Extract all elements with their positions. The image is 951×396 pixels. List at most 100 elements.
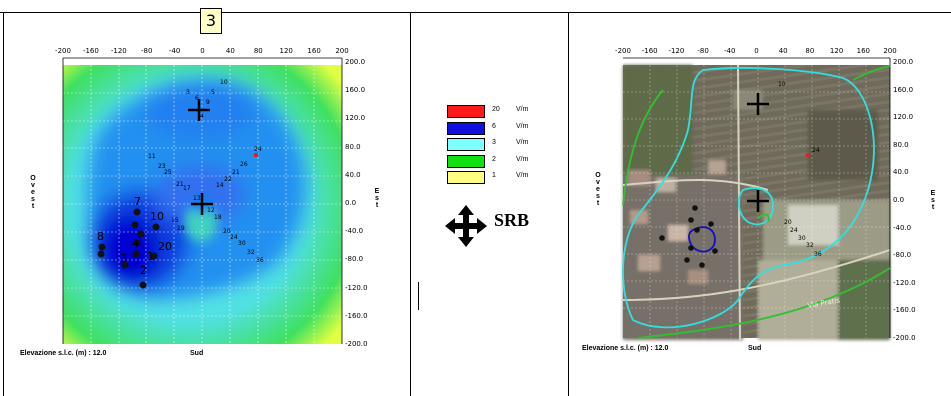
left-x-tick: -160 — [82, 47, 99, 55]
divider-right — [568, 12, 569, 396]
right-y-tick: -40.0 — [893, 223, 912, 232]
svg-text:6: 6 — [195, 95, 199, 102]
svg-text:24: 24 — [812, 147, 820, 154]
contour-cyan-inner — [737, 187, 774, 226]
svg-text:8: 8 — [97, 230, 104, 243]
right-y-tick: -160.0 — [893, 306, 916, 315]
svg-text:26: 26 — [240, 161, 248, 168]
legend-row: 2 V/m — [447, 154, 557, 169]
right-elevation-label: Elevazione s.l.c. (m) : 12.0 — [582, 345, 669, 352]
svg-text:21: 21 — [232, 169, 240, 176]
legend-swatch — [447, 105, 485, 118]
left-y-tick: 0.0 — [345, 199, 357, 207]
svg-text:5: 5 — [211, 89, 215, 96]
left-elevation-label: Elevazione s.l.c. (m) : 12.0 — [20, 350, 107, 357]
svg-text:18: 18 — [214, 214, 222, 221]
svg-text:11: 11 — [148, 153, 156, 160]
svg-text:17: 17 — [183, 185, 191, 192]
left-y-tick: 200.0 — [345, 58, 366, 66]
legend-unit: V/m — [516, 139, 529, 146]
right-x-tick: -120 — [668, 47, 685, 55]
left-x-tick: -200 — [55, 47, 71, 55]
right-west-label: Ovest — [595, 172, 601, 207]
left-x-tick: -120 — [110, 47, 127, 55]
left-west-label: Ovest — [30, 175, 36, 210]
right-y-tick: 40.0 — [893, 168, 909, 177]
contour-green-bottom — [637, 267, 891, 339]
four-way-arrow-icon — [445, 205, 487, 247]
left-x-tick: 80 — [253, 47, 263, 55]
right-y-tick: 160.0 — [893, 85, 914, 94]
svg-text:3: 3 — [120, 252, 127, 265]
svg-text:15: 15 — [171, 217, 179, 224]
legend-swatch — [447, 171, 485, 184]
left-y-tick: -160.0 — [345, 311, 368, 320]
left-x-tick: -40 — [168, 47, 181, 55]
svg-text:7: 7 — [134, 195, 141, 208]
left-y-tick: 80.0 — [345, 142, 361, 151]
svg-text:10: 10 — [778, 81, 786, 88]
left-east-label: Est — [374, 188, 380, 209]
right-x-tick: -40 — [724, 47, 736, 55]
contour-cyan-outer — [622, 67, 875, 329]
left-y-tick: 40.0 — [345, 170, 361, 179]
legend-unit: V/m — [516, 122, 529, 130]
left-x-tick: 40 — [225, 47, 235, 55]
svg-text:20: 20 — [223, 228, 231, 235]
svg-text:30: 30 — [238, 240, 246, 247]
svg-text:1: 1 — [147, 250, 154, 263]
svg-text:36: 36 — [814, 251, 822, 258]
svg-text:23: 23 — [158, 163, 166, 170]
right-x-tick: -160 — [641, 47, 658, 55]
svg-text:20: 20 — [158, 240, 172, 253]
right-x-tick: 40 — [778, 47, 788, 55]
top-border — [0, 12, 951, 13]
contour-green-left — [622, 89, 664, 206]
outer-left-border — [3, 12, 4, 396]
measurement-points — [97, 208, 160, 289]
svg-text:19: 19 — [177, 225, 185, 232]
svg-text:10: 10 — [220, 79, 228, 86]
axis-frame — [62, 57, 343, 344]
right-south-label: Sud — [748, 345, 762, 352]
legend-swatch — [447, 154, 485, 168]
svg-text:30: 30 — [798, 235, 806, 242]
legend-value: 20 — [492, 106, 500, 113]
left-y-tick: -80.0 — [345, 255, 364, 264]
legend-value: 1 — [492, 172, 496, 179]
red-hotspot — [254, 153, 258, 157]
axis-frame-right — [623, 57, 891, 338]
antenna-icon-center-right — [747, 190, 769, 212]
svg-text:20: 20 — [784, 219, 792, 226]
antenna-icon-top-right — [747, 93, 769, 115]
svg-text:32: 32 — [806, 242, 814, 249]
left-y-tick: 160.0 — [345, 86, 366, 95]
left-south-label: Sud — [190, 350, 204, 357]
legend-row: 3 V/m — [447, 138, 557, 152]
svg-text:21: 21 — [176, 181, 184, 188]
antenna-icon-center — [191, 193, 213, 215]
left-y-tick: 120.0 — [345, 114, 366, 123]
svg-text:24: 24 — [230, 234, 238, 241]
right-x-tick: 0 — [754, 47, 759, 55]
map-terrain — [623, 65, 890, 340]
svg-text:4: 4 — [200, 113, 204, 120]
right-y-tick: 200.0 — [893, 58, 914, 66]
left-y-tick: -120.0 — [345, 283, 368, 292]
svg-text:12: 12 — [207, 207, 215, 214]
right-map-plot: 10 24 20 24 30 32 36 Via Pratis -200 -160 -120… — [568, 0, 951, 396]
page-number-tag: 3 — [200, 8, 222, 34]
right-x-tick: -80 — [697, 47, 709, 55]
left-x-tick: 200 — [335, 47, 349, 55]
left-y-tick: -40.0 — [345, 227, 364, 236]
contour-blue — [688, 226, 716, 253]
antenna-icon-top — [188, 99, 210, 121]
srb-label: SRB — [494, 210, 530, 230]
svg-text:25: 25 — [164, 169, 172, 176]
field-high-zones — [86, 79, 307, 300]
